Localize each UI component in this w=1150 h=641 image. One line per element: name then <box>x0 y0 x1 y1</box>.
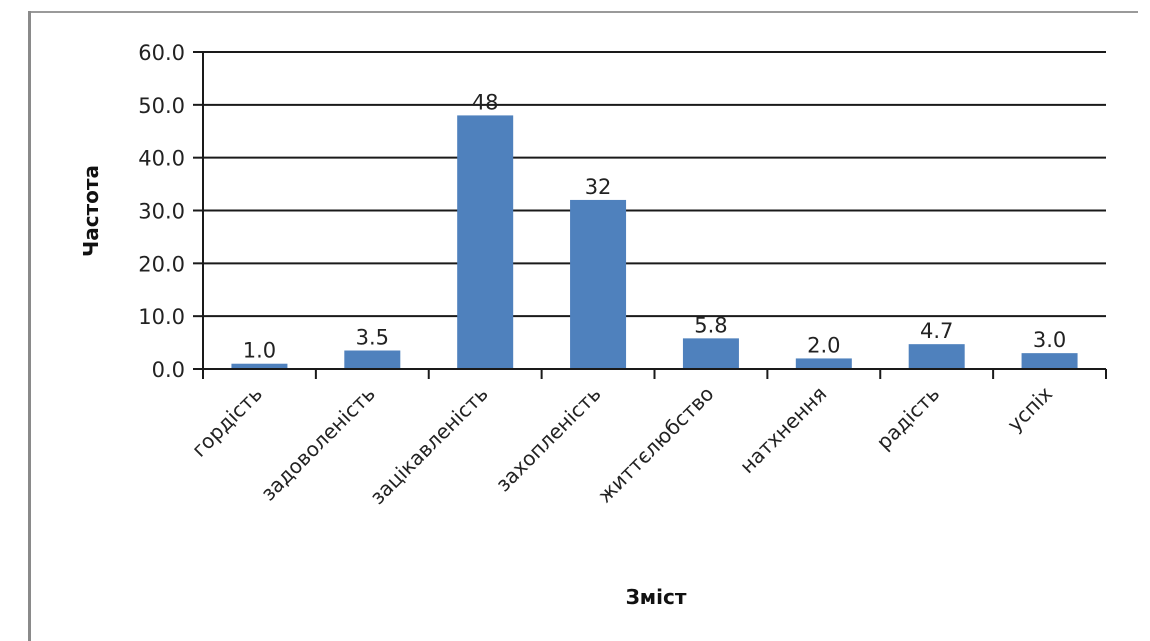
x-tick-label: успіх <box>1002 381 1057 436</box>
y-tick-label: 40.0 <box>138 147 185 171</box>
x-tick-label: радість <box>872 382 945 455</box>
bar <box>1021 353 1078 369</box>
x-tick-label: життєлюбство <box>593 382 719 508</box>
data-label: 32 <box>585 175 612 199</box>
x-axis-title: Зміст <box>626 585 687 609</box>
frame-left-border <box>28 11 31 641</box>
data-label: 48 <box>472 90 499 114</box>
data-label: 5.8 <box>694 313 727 337</box>
data-label: 2.0 <box>807 333 840 357</box>
x-tick-label: зацікавленість <box>365 382 493 510</box>
axes <box>193 51 1107 379</box>
bar <box>570 199 627 369</box>
bar <box>344 350 401 369</box>
y-tick-label: 50.0 <box>138 94 185 118</box>
bar <box>682 338 739 369</box>
y-axis-title: Частота <box>79 165 103 257</box>
bar <box>231 363 288 369</box>
x-tick-label: натхнення <box>735 382 831 478</box>
data-label: 1.0 <box>243 339 276 363</box>
x-tick-label: захопленість <box>491 382 606 497</box>
data-label: 3.0 <box>1033 328 1066 352</box>
data-label: 4.7 <box>920 319 953 343</box>
data-labels: 1.0 3.5 48 32 5.8 2.0 4.7 3.0 <box>243 90 1067 362</box>
bar <box>908 344 965 369</box>
x-tick-labels: гордістьзадоволеністьзацікавленістьзахоп… <box>187 381 1057 509</box>
data-label: 3.5 <box>356 326 389 350</box>
bars <box>231 115 1078 370</box>
y-tick-label: 0.0 <box>152 358 185 382</box>
bar <box>795 358 852 369</box>
bar <box>457 115 514 370</box>
gridlines <box>203 51 1106 318</box>
y-tick-label: 30.0 <box>138 200 185 224</box>
y-tick-labels: 0.0 10.0 20.0 30.0 40.0 50.0 60.0 <box>138 41 185 382</box>
x-tick-label: гордість <box>187 382 267 462</box>
y-tick-label: 10.0 <box>138 305 185 329</box>
x-tick-label: задоволеність <box>256 382 380 506</box>
y-tick-label: 60.0 <box>138 41 185 65</box>
y-tick-label: 20.0 <box>138 252 185 276</box>
frame-top-border <box>28 11 1138 13</box>
